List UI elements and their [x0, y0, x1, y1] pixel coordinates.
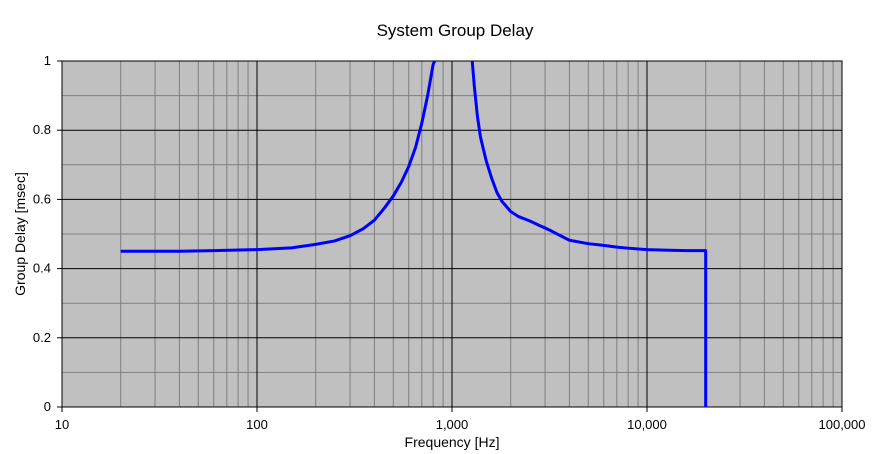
x-tick-label: 1,000	[436, 417, 469, 432]
y-tick-label: 1	[44, 53, 51, 68]
y-tick-label: 0	[44, 399, 51, 414]
x-tick-label: 10	[55, 417, 69, 432]
series-line	[470, 60, 708, 407]
x-tick-label: 100	[246, 417, 268, 432]
series-layer	[120, 60, 708, 407]
x-axis-ticks: 10 100 1,000 10,000 100,000	[55, 407, 866, 432]
x-tick-label: 100,000	[819, 417, 866, 432]
y-tick-label: 0.4	[33, 261, 51, 276]
y-axis-label: Group Delay [msec]	[12, 172, 28, 296]
y-tick-label: 0.2	[33, 330, 51, 345]
x-axis-label: Frequency [Hz]	[405, 434, 500, 450]
y-tick-label: 0.6	[33, 191, 51, 206]
series-line	[120, 60, 437, 253]
chart-title: System Group Delay	[377, 21, 534, 40]
x-tick-label: 10,000	[627, 417, 667, 432]
y-axis-ticks: 0 0.2 0.4 0.6 0.8 1	[33, 53, 62, 414]
y-tick-label: 0.8	[33, 122, 51, 137]
